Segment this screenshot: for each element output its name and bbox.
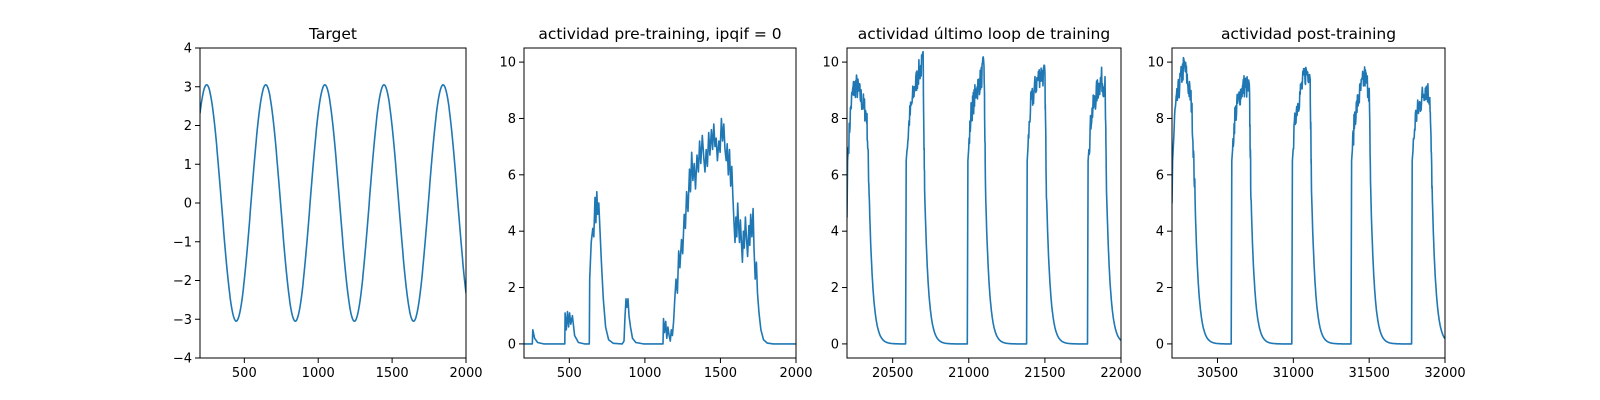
series-line — [1172, 56, 1445, 345]
y-tick-label: −1 — [173, 235, 192, 250]
x-tick-label: 2000 — [449, 366, 482, 381]
subplot-4: actividad post-training 30500 31000 31500 32… — [1147, 25, 1465, 381]
y-tick-label: 10 — [1147, 56, 1164, 71]
y-tick-label: 10 — [499, 56, 516, 71]
y-tick-label: 10 — [822, 56, 839, 71]
subplot-title: actividad pre-training, ipqif = 0 — [538, 25, 781, 43]
y-tick-label: 6 — [508, 168, 516, 183]
axes-frame — [1171, 47, 1446, 359]
x-tick-label: 22000 — [1100, 366, 1141, 381]
x-tick-label: 21000 — [948, 366, 989, 381]
y-tick-label: 0 — [184, 197, 192, 212]
y-tick-label: 8 — [508, 112, 516, 127]
x-tick-label: 1500 — [376, 366, 409, 381]
y-tick-label: 2 — [508, 281, 516, 296]
series-line — [847, 50, 1121, 345]
y-tick-label: 2 — [831, 281, 839, 296]
y-tick-label: 4 — [508, 225, 516, 240]
subplot-2: actividad pre-training, ipqif = 0 500 1000… — [499, 25, 812, 381]
x-tick-label: 2000 — [779, 366, 812, 381]
subplot-1: Target 500 1000 1500 2000 −4 −3 −2 −1 0 1 2 3 4 — [173, 25, 483, 381]
x-tick-label: 31500 — [1348, 366, 1389, 381]
y-tick-label: 1 — [184, 158, 192, 173]
series-line — [524, 117, 796, 345]
y-tick-label: 8 — [831, 112, 839, 127]
y-tick-label: 4 — [831, 225, 839, 240]
y-tick-label: 0 — [1156, 337, 1164, 352]
y-tick-label: 3 — [184, 80, 192, 95]
y-tick-label: 2 — [1156, 281, 1164, 296]
x-tick-label: 1500 — [704, 366, 737, 381]
y-tick-label: −3 — [173, 313, 192, 328]
y-tick-label: −2 — [173, 274, 192, 289]
y-tick-label: 2 — [184, 119, 192, 134]
subplot-title: actividad último loop de training — [858, 25, 1110, 43]
x-tick-label: 21500 — [1024, 366, 1065, 381]
x-tick-label: 31000 — [1273, 366, 1314, 381]
y-tick-label: 0 — [508, 337, 516, 352]
x-tick-label: 500 — [557, 366, 582, 381]
x-tick-label: 32000 — [1424, 366, 1465, 381]
x-tick-label: 20500 — [872, 366, 913, 381]
y-tick-label: 6 — [1156, 168, 1164, 183]
y-tick-label: 8 — [1156, 112, 1164, 127]
x-tick-label: 500 — [232, 366, 257, 381]
y-tick-label: 4 — [184, 42, 192, 57]
axes-frame — [523, 47, 797, 359]
x-tick-label: 30500 — [1197, 366, 1238, 381]
axes-frame — [846, 47, 1122, 359]
y-tick-label: 4 — [1156, 225, 1164, 240]
subplot-title: Target — [308, 25, 357, 43]
y-tick-label: −4 — [173, 352, 192, 367]
x-tick-label: 1000 — [302, 366, 335, 381]
y-tick-label: 0 — [831, 337, 839, 352]
subplot-title: actividad post-training — [1221, 25, 1396, 43]
series-line — [200, 84, 466, 322]
x-tick-label: 1000 — [628, 366, 661, 381]
y-tick-label: 6 — [831, 168, 839, 183]
